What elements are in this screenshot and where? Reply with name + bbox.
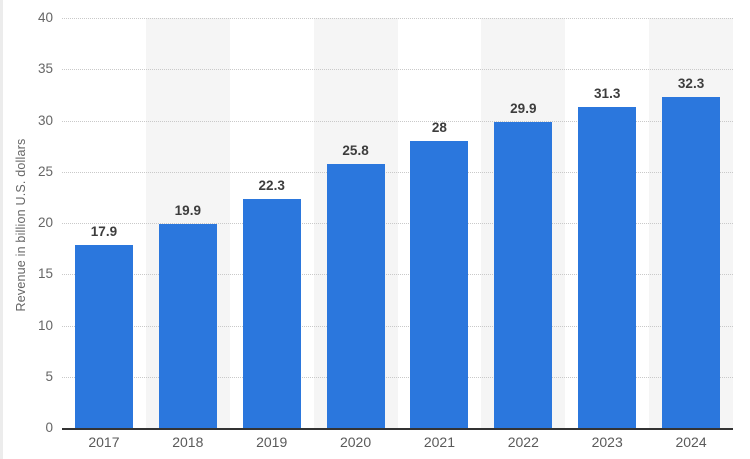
x-tick-label: 2020 (339, 434, 372, 450)
bar-2019[interactable] (242, 199, 301, 428)
x-tick-label: 2024 (675, 434, 707, 450)
category-column-2021: 28 (398, 18, 482, 428)
y-tick-label: 15 (37, 266, 53, 282)
bar-2018[interactable] (158, 224, 217, 428)
bar-2021[interactable] (410, 141, 469, 428)
y-tick-label: 30 (37, 112, 53, 128)
y-tick-label: 25 (37, 163, 53, 179)
category-column-2019: 22.3 (230, 18, 314, 428)
y-tick-label: 40 (37, 10, 53, 25)
x-tick-label: 2018 (172, 434, 204, 450)
category-column-2018: 19.9 (145, 18, 230, 428)
y-axis-tick-labels: 0 5 10 15 20 25 30 35 40 (0, 10, 53, 435)
bar-2020[interactable] (326, 163, 385, 428)
bar-2017[interactable] (74, 244, 133, 428)
bar-value-label: 31.3 (594, 86, 621, 102)
bar-value-label: 25.8 (342, 142, 369, 158)
category-column-2017: 17.9 (62, 18, 146, 428)
x-axis-tick-labels: 2017 2018 2019 2020 2021 2022 2023 2024 (62, 433, 733, 453)
bar-value-label: 32.3 (677, 75, 705, 91)
x-tick-label: 2021 (423, 434, 456, 450)
x-tick-label: 2023 (591, 434, 623, 450)
bar-value-label: 19.9 (174, 203, 201, 219)
category-column-2022: 29.9 (481, 18, 566, 428)
bar-value-label: 28 (431, 120, 447, 135)
y-tick-label: 35 (37, 61, 53, 77)
bar-2023[interactable] (578, 107, 637, 428)
x-axis-baseline (62, 428, 733, 430)
x-tick-label: 2022 (507, 434, 539, 450)
bar-2022[interactable] (494, 121, 553, 428)
category-column-2023: 31.3 (565, 18, 649, 428)
category-column-2024: 32.3 (649, 18, 733, 428)
x-tick-label: 2017 (88, 434, 120, 450)
x-tick-label: 2019 (256, 434, 288, 450)
y-tick-label: 0 (45, 420, 53, 435)
y-tick-label: 20 (37, 215, 53, 230)
page-edge-strip (0, 0, 3, 459)
bar-value-label: 29.9 (510, 100, 537, 116)
plot-area: 17.9 19.9 22.3 25.8 28 29.9 31.3 32.3 (62, 18, 733, 430)
y-tick-label: 10 (37, 317, 53, 333)
bar-value-label: 17.9 (90, 223, 118, 239)
bar-columns: 17.9 19.9 22.3 25.8 28 29.9 31.3 32.3 (62, 18, 733, 428)
y-tick-label: 5 (45, 368, 53, 384)
bar-2024[interactable] (662, 96, 721, 428)
category-column-2020: 25.8 (313, 18, 398, 428)
bar-value-label: 22.3 (258, 178, 285, 194)
